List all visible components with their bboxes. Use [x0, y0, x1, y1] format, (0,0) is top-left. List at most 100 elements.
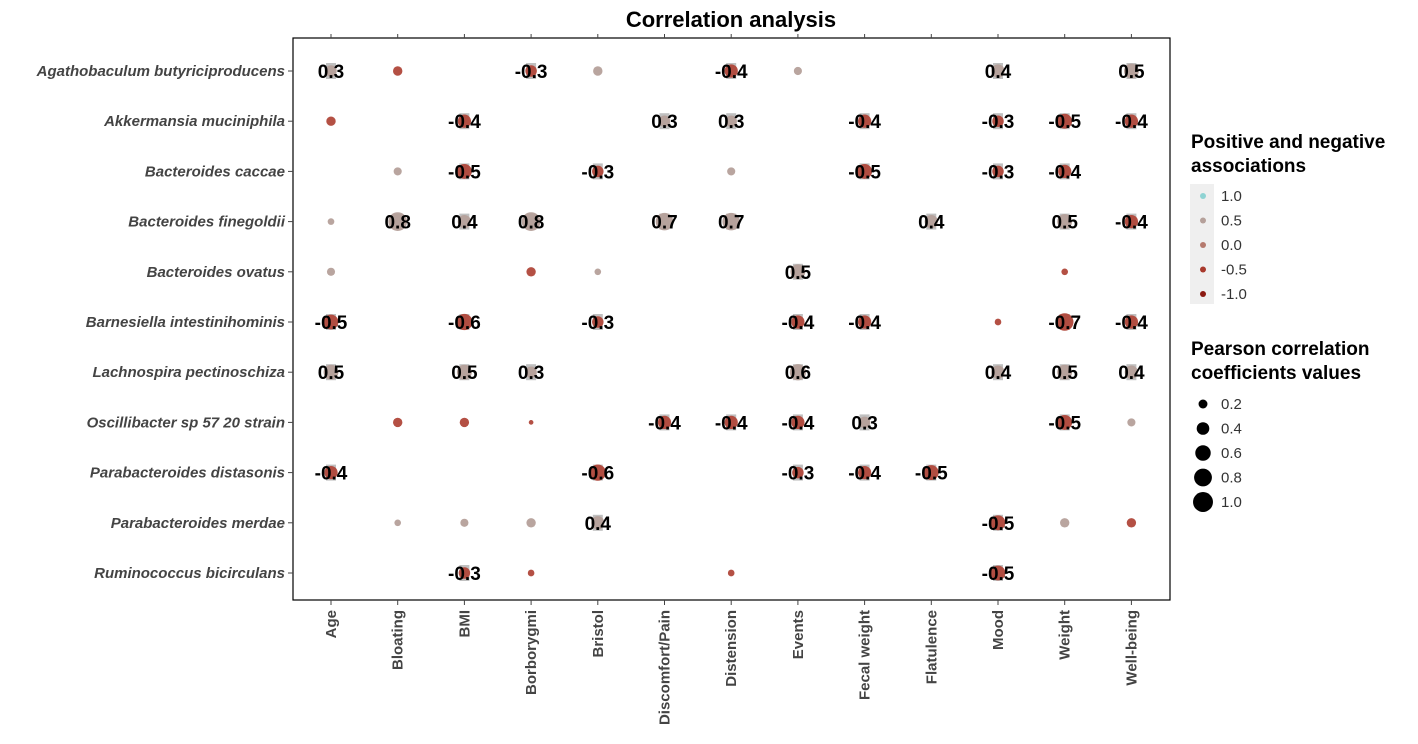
point-value: -0.4 — [315, 464, 348, 485]
correlation-point: -0.3 — [782, 464, 815, 485]
size-legend-label: 0.2 — [1221, 396, 1242, 413]
color-legend-swatch — [1200, 217, 1206, 224]
point-value: 0.4 — [451, 213, 478, 234]
point-marker — [1061, 268, 1069, 276]
size-legend-title: coefficients values — [1191, 363, 1361, 384]
row-label: Ruminococcus bicirculans — [94, 565, 285, 582]
point-marker — [727, 167, 736, 176]
point-marker — [724, 64, 738, 78]
correlation-point — [527, 569, 535, 577]
point-marker — [655, 212, 674, 231]
correlation-point: -0.5 — [1048, 112, 1081, 133]
point-marker — [456, 163, 472, 179]
point-marker — [525, 65, 537, 77]
row-label: Barnesiella intestinihominis — [86, 314, 285, 331]
point-marker — [393, 167, 402, 176]
point-marker — [394, 519, 402, 527]
column-label: Mood — [990, 610, 1007, 650]
column-label: Age — [323, 610, 340, 638]
point-marker — [1127, 418, 1136, 427]
point-value: -0.4 — [1115, 112, 1148, 133]
color-legend-title: associations — [1191, 156, 1306, 177]
point-marker — [1124, 214, 1139, 229]
point-marker — [727, 569, 735, 577]
plot-panel — [292, 37, 1171, 601]
correlation-point: -0.4 — [448, 112, 481, 133]
column-label: Borborygmi — [523, 610, 540, 695]
point-marker — [459, 417, 470, 428]
row-label: Lachnospira pectinoschiza — [92, 364, 285, 381]
point-value: 0.5 — [318, 363, 345, 384]
point-value: -0.4 — [715, 413, 748, 434]
correlation-point: -0.4 — [1048, 162, 1081, 183]
point-value: -0.3 — [782, 464, 815, 485]
correlation-point — [393, 417, 403, 428]
row-label: Akkermansia muciniphila — [103, 113, 285, 130]
point-value: -0.4 — [782, 413, 815, 434]
column-label: Flatulence — [923, 610, 940, 684]
column-label: Well-being — [1123, 610, 1140, 686]
color-legend-label: -0.5 — [1221, 262, 1247, 279]
point-value: -0.4 — [1048, 162, 1081, 183]
correlation-point: -0.4 — [782, 413, 815, 434]
point-marker — [1058, 164, 1072, 179]
correlation-point — [528, 420, 534, 425]
point-marker — [725, 115, 737, 127]
point-marker — [992, 165, 1004, 178]
correlation-point — [1061, 268, 1069, 276]
point-value: -0.6 — [448, 313, 481, 334]
point-marker — [457, 114, 472, 128]
point-marker — [521, 212, 541, 231]
point-value: -0.5 — [982, 564, 1015, 585]
point-value: 0.7 — [718, 213, 744, 234]
point-marker — [990, 565, 1006, 581]
correlation-point — [793, 66, 802, 76]
correlation-point: -0.5 — [1048, 413, 1081, 434]
correlation-point: 0.7 — [651, 213, 677, 234]
correlation-point: -0.5 — [448, 162, 481, 183]
row-label: Bacteroides caccae — [145, 163, 285, 180]
point-marker — [724, 415, 738, 430]
correlation-point: -0.4 — [848, 112, 881, 133]
point-marker — [326, 116, 336, 126]
correlation-point: -0.5 — [982, 564, 1015, 585]
correlation-point: -0.3 — [982, 112, 1015, 133]
point-marker — [1057, 414, 1073, 430]
correlation-point: 0.5 — [1118, 62, 1145, 83]
correlation-point — [393, 66, 403, 76]
point-value: -0.3 — [581, 162, 614, 183]
correlation-point: -0.5 — [848, 162, 881, 183]
correlation-point — [727, 167, 736, 176]
point-marker — [525, 366, 537, 378]
point-value: 0.8 — [518, 213, 544, 234]
correlation-point: -0.4 — [1115, 112, 1148, 133]
correlation-point — [526, 267, 536, 277]
point-value: 0.3 — [318, 62, 344, 83]
point-value: -0.3 — [982, 162, 1015, 183]
point-value: -0.4 — [782, 313, 815, 334]
correlation-point: 0.5 — [1051, 363, 1078, 384]
column-labels: Age Bloating BMI Borborygmi Bristol Discomfor… — [323, 600, 1140, 725]
point-value: -0.5 — [915, 464, 948, 485]
point-value: -0.3 — [448, 564, 481, 585]
point-marker — [857, 465, 872, 480]
size-legend-dot — [1198, 399, 1208, 409]
point-marker — [1057, 214, 1073, 230]
correlation-point: -0.4 — [715, 413, 748, 434]
correlation-point: 0.3 — [718, 112, 744, 133]
point-value: -0.4 — [1115, 313, 1148, 334]
point-marker — [789, 364, 807, 381]
point-marker — [592, 165, 604, 178]
correlation-point: 0.4 — [585, 514, 612, 535]
correlation-point: 0.8 — [518, 212, 544, 234]
point-marker — [323, 314, 339, 330]
point-value: -0.4 — [848, 313, 881, 334]
point-marker — [994, 318, 1002, 326]
point-marker — [1126, 518, 1137, 528]
size-legend-label: 1.0 — [1221, 494, 1242, 511]
color-legend-label: -1.0 — [1221, 286, 1247, 303]
correlation-point: -0.3 — [515, 62, 548, 83]
point-value: -0.5 — [1048, 112, 1081, 133]
point-marker — [527, 569, 535, 577]
correlation-point: 0.5 — [1051, 213, 1078, 234]
